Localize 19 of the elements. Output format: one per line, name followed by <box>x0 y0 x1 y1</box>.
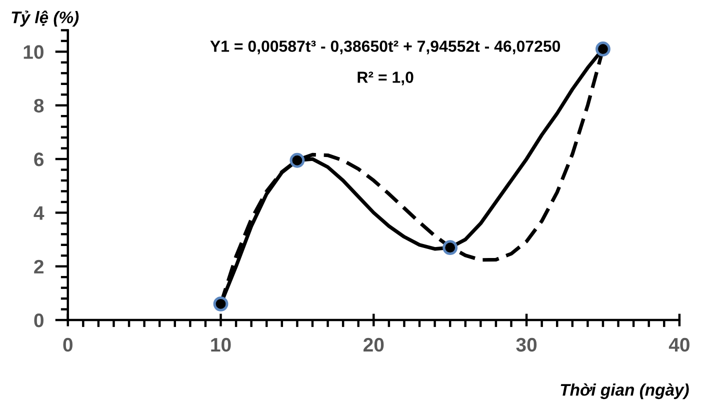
x-tick-label: 10 <box>211 338 231 352</box>
y-tick-label: 8 <box>34 98 44 113</box>
point <box>596 42 610 56</box>
point <box>290 152 305 168</box>
y-tick-label: 0 <box>34 313 44 328</box>
point <box>213 296 228 312</box>
x-tick-label: 0 <box>63 338 72 352</box>
x-tick-label: 40 <box>668 338 690 352</box>
x-tick-label: 20 <box>364 338 384 352</box>
x-tick-label: 30 <box>516 338 537 352</box>
y-axis-title: Tỷ lệ (%) <box>12 10 79 27</box>
y-tick-label: 4 <box>34 206 44 220</box>
y-tick-label: 10 <box>24 45 44 59</box>
annotation: R² = 1,0 <box>358 72 414 86</box>
point <box>442 240 458 256</box>
y-tick-label: 6 <box>34 152 44 166</box>
y-tick-label: 2 <box>34 260 44 274</box>
annotation: Y1 = 0,00587t³ - 0,38650t² + 7,94552t - 46,07250 <box>210 40 560 54</box>
x-axis-title: Thời gian (ngày) <box>560 383 689 400</box>
